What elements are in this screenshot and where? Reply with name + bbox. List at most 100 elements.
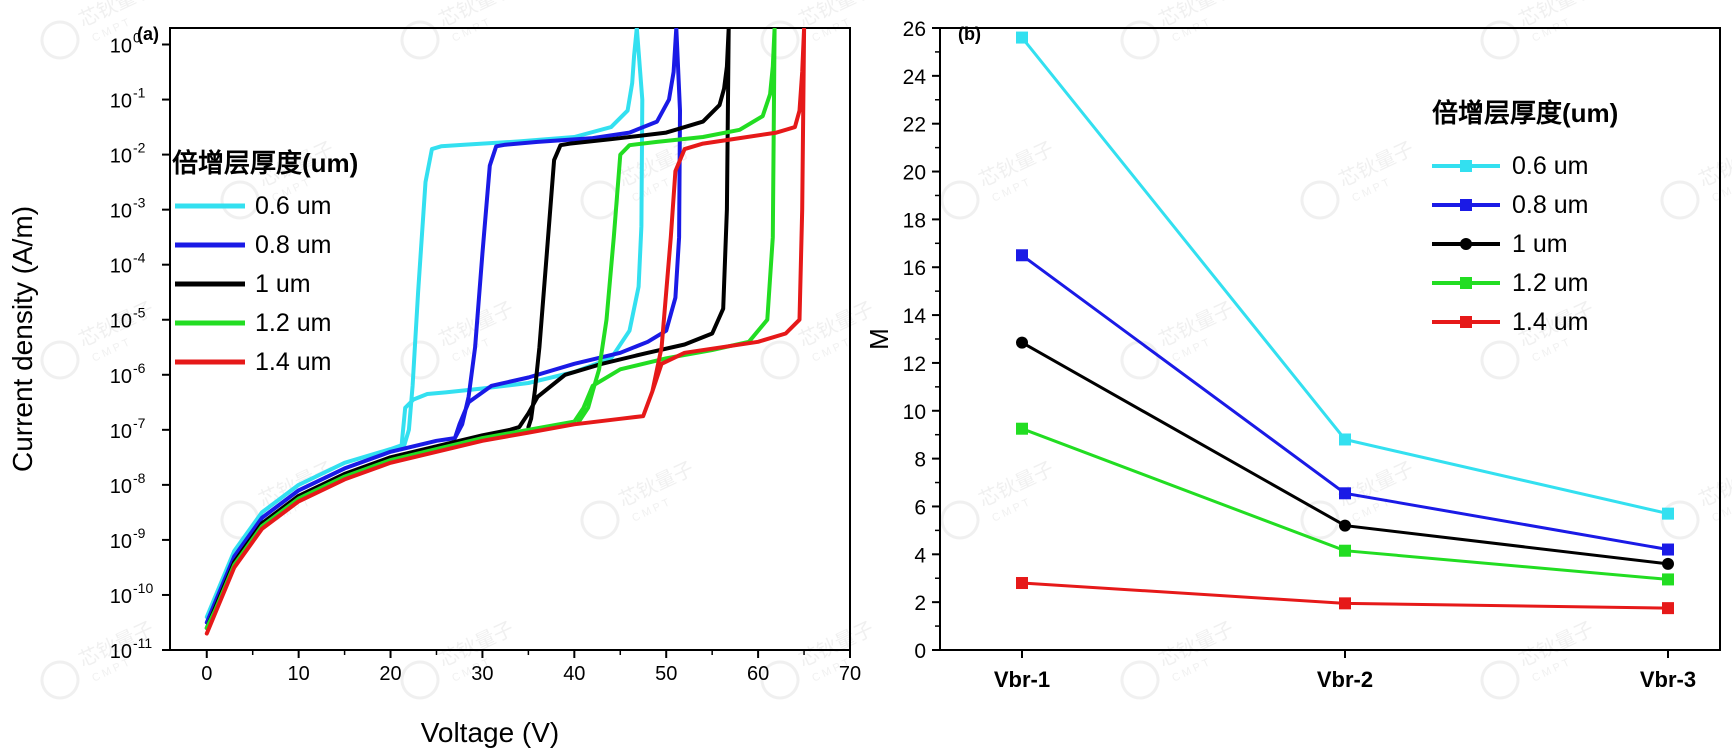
y-tick-label: 10 xyxy=(110,641,132,663)
watermark-logo-icon xyxy=(400,20,440,60)
y-tick-label: 18 xyxy=(903,209,926,232)
watermark-logo-icon xyxy=(760,660,800,700)
watermark-logo-icon xyxy=(1120,340,1160,380)
y-tick-exponent: -9 xyxy=(133,525,146,541)
y-tick-label: 8 xyxy=(914,449,926,472)
panel-b: (b) Vbr-1 Vbr-2 Vbr-3 02468101214161820222… xyxy=(864,18,1721,692)
y-tick-label: 10 xyxy=(110,201,132,223)
y-tick-label: 10 xyxy=(110,476,132,498)
series-line-1.4-um xyxy=(204,28,807,636)
watermark-logo-icon xyxy=(1480,20,1520,60)
y-tick-label: 10 xyxy=(110,531,132,553)
watermark-logo-icon xyxy=(760,20,800,60)
y-tick-exponent: -2 xyxy=(133,140,146,156)
y-tick-label: 10 xyxy=(110,421,132,443)
panel-b-y-axis-label: M xyxy=(864,328,894,350)
y-tick-exponent: -4 xyxy=(133,250,146,266)
watermark-logo-icon xyxy=(40,340,80,380)
y-tick-label: 12 xyxy=(903,353,926,376)
y-tick-label: 10 xyxy=(110,256,132,278)
data-point-0.6-um xyxy=(1662,507,1674,520)
y-tick-label: 20 xyxy=(903,162,926,185)
panel-b-series xyxy=(1016,31,1674,615)
y-tick-label: 26 xyxy=(903,18,926,41)
watermark-logo-icon xyxy=(1300,180,1340,220)
y-tick-exponent: -10 xyxy=(133,580,153,596)
panel-b-label: (b) xyxy=(958,24,981,44)
watermark-logo-icon xyxy=(1120,20,1160,60)
data-point-1-um xyxy=(1016,336,1028,349)
x-tick-label: 60 xyxy=(747,663,769,685)
panel-a: (a) 0 10 20 30 40 50 60 70 10 010 -110 -210 -310 -41… xyxy=(7,24,861,748)
y-tick-exponent: -11 xyxy=(133,635,152,651)
watermark-logo-icon xyxy=(760,340,800,380)
x-tick-label: 20 xyxy=(379,663,401,685)
data-point-0.6-um xyxy=(1016,31,1028,44)
panel-a-legend: 倍增层厚度(um) 0.6 um 0.8 um 1 um 1.2 um 1.4 um xyxy=(172,148,358,376)
y-tick-label: 10 xyxy=(903,401,926,424)
watermark-logo-icon xyxy=(940,500,980,540)
watermark-logo-icon xyxy=(400,660,440,700)
y-tick-label: 10 xyxy=(110,311,132,333)
data-point-0.8-um xyxy=(1016,249,1028,262)
watermark-logo-icon xyxy=(1480,660,1520,700)
series-line-1-um xyxy=(204,28,731,630)
legend-marker xyxy=(1460,199,1472,211)
y-tick-label: 4 xyxy=(914,544,926,567)
data-point-0.8-um xyxy=(1662,543,1674,556)
y-tick-label: 24 xyxy=(903,66,927,89)
panel-b-x-ticks: Vbr-1 Vbr-2 Vbr-3 xyxy=(994,650,1696,692)
series-line-1.2-um xyxy=(204,28,777,630)
y-tick-label: 0 xyxy=(914,640,926,663)
x-tick-label: 50 xyxy=(655,663,677,685)
legend-marker xyxy=(1460,316,1472,328)
y-tick-exponent: 0 xyxy=(133,30,141,46)
y-tick-label: 22 xyxy=(903,114,926,137)
legend-label: 0.6 um xyxy=(255,192,331,220)
watermark-logo-icon xyxy=(40,660,80,700)
data-point-1.2-um xyxy=(1016,422,1028,435)
legend-label: 0.8 um xyxy=(255,231,331,259)
y-tick-label: 10 xyxy=(110,91,132,113)
panel-a-y-ticks: 10 010 -110 -210 -310 -410 -510 -610 -710 -810 -91… xyxy=(110,30,170,663)
panel-a-x-axis-label: Voltage (V) xyxy=(421,717,560,748)
data-point-1.4-um xyxy=(1339,597,1351,610)
x-tick-label: 10 xyxy=(288,663,310,685)
y-tick-label: 10 xyxy=(110,586,132,608)
legend-marker xyxy=(1460,160,1472,172)
legend-label: 1.4 um xyxy=(1512,308,1588,336)
legend-label: 1 um xyxy=(1512,230,1568,258)
panel-b-legend: 倍增层厚度(um) 0.6 um 0.8 um 1 um 1.2 um 1.4 um xyxy=(1432,98,1618,336)
watermark-logo-icon xyxy=(400,340,440,380)
legend-marker xyxy=(1460,238,1472,250)
y-tick-exponent: -7 xyxy=(133,415,146,431)
y-tick-exponent: -5 xyxy=(133,305,146,321)
x-tick-label: 70 xyxy=(839,663,861,685)
x-tick-label: Vbr-2 xyxy=(1317,667,1373,692)
data-point-1.2-um xyxy=(1339,544,1351,557)
y-tick-exponent: -3 xyxy=(133,195,146,211)
watermark-text: 芯钬量子 xyxy=(1695,137,1732,192)
watermark-logo-icon xyxy=(940,180,980,220)
y-tick-label: 16 xyxy=(903,257,926,280)
x-tick-label: 30 xyxy=(471,663,493,685)
watermark-logo-icon xyxy=(1120,660,1160,700)
y-tick-exponent: -1 xyxy=(133,85,146,101)
data-point-0.8-um xyxy=(1339,487,1351,500)
watermark-logo-icon xyxy=(580,500,620,540)
y-tick-label: 10 xyxy=(110,146,132,168)
y-tick-exponent: -8 xyxy=(133,470,146,486)
